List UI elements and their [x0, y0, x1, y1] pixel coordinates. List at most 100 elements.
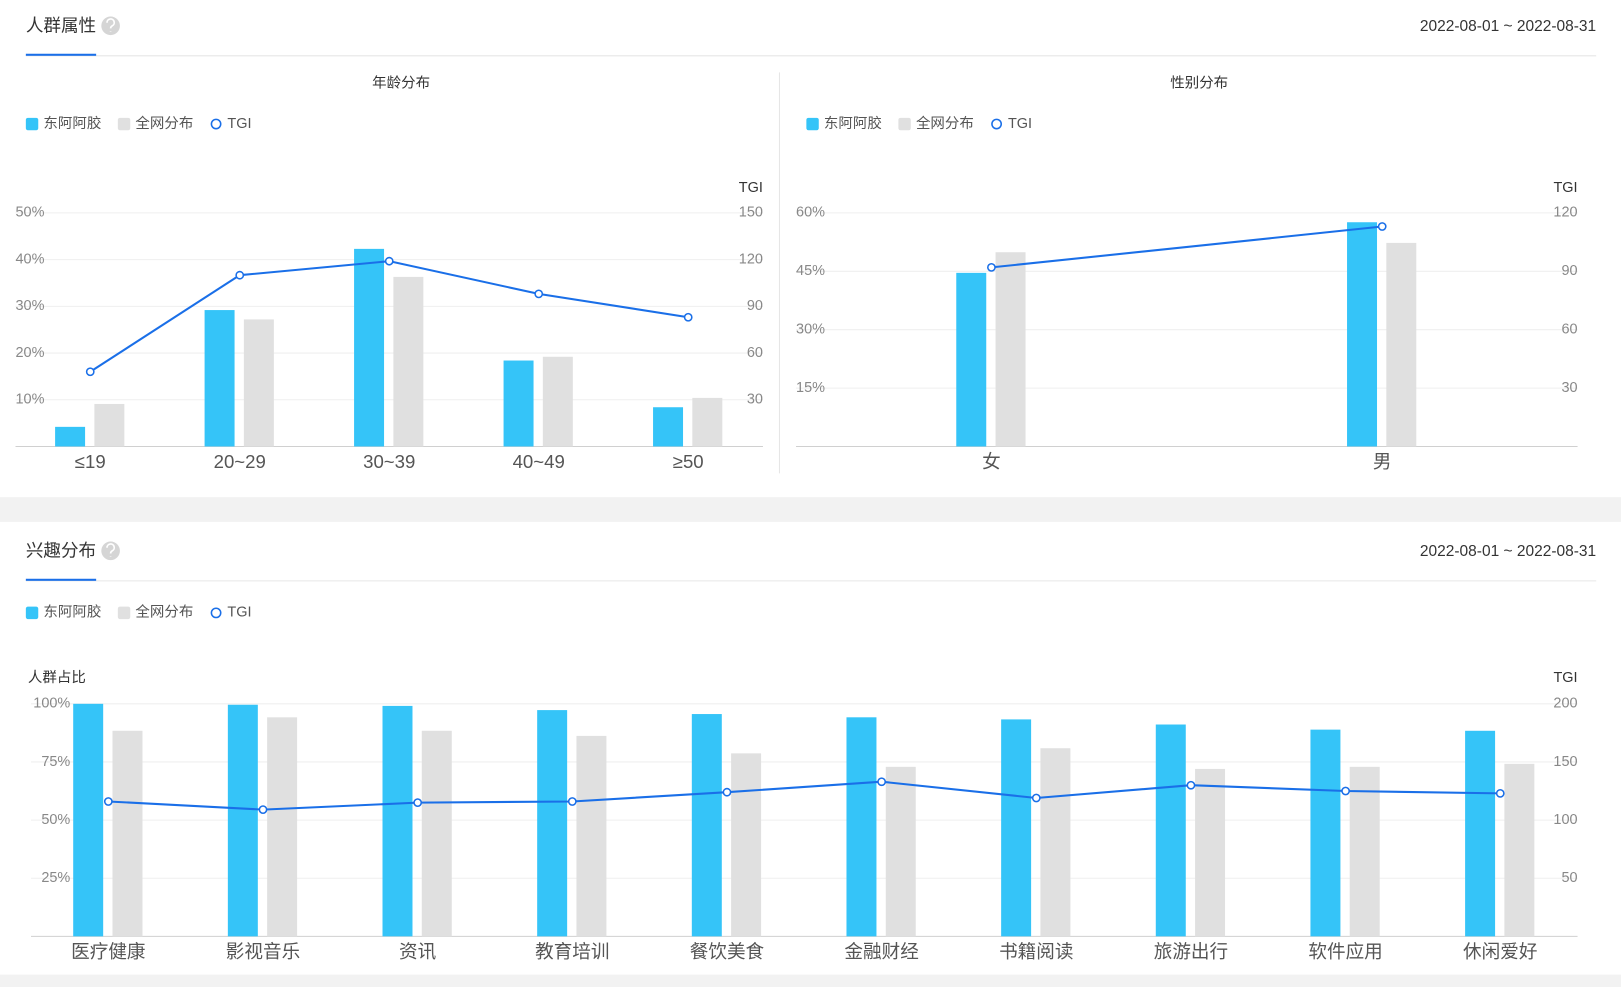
y2-tick-label: 120 — [739, 251, 763, 267]
bar — [227, 704, 258, 937]
y2-axis-label: TGI — [739, 180, 763, 196]
y-tick-label: 50% — [16, 205, 45, 221]
bar — [421, 730, 452, 937]
bar — [691, 714, 722, 937]
tgi-point — [722, 787, 732, 797]
legend-label: 东阿阿胶 — [43, 115, 101, 132]
y-tick-label: 25% — [41, 870, 70, 886]
bar — [354, 248, 385, 447]
bar — [1349, 766, 1380, 937]
y-tick-label: 40% — [16, 251, 45, 267]
bar — [846, 717, 877, 937]
tgi-point — [413, 798, 423, 808]
y2-tick-label: 60 — [1561, 322, 1577, 338]
bar — [204, 310, 235, 447]
bar — [503, 360, 534, 447]
legend-marker — [806, 117, 819, 131]
y-tick-label: 50% — [41, 812, 70, 828]
tgi-point — [1186, 780, 1196, 790]
y2-tick-label: 30 — [747, 392, 763, 408]
tgi-line — [991, 225, 1383, 269]
bar — [1195, 768, 1226, 937]
x-tick-label: 休闲爱好 — [1463, 941, 1537, 962]
bar — [393, 276, 424, 447]
bar — [55, 426, 86, 447]
bar — [542, 356, 573, 447]
bar — [692, 397, 723, 447]
x-tick-label: 资讯 — [399, 941, 436, 962]
y-tick-label: 10% — [16, 392, 45, 408]
bar — [1347, 222, 1378, 447]
bar — [1504, 763, 1535, 937]
y2-tick-label: 30 — [1561, 380, 1577, 396]
tgi-point — [987, 263, 996, 272]
tgi-point — [85, 367, 95, 377]
y2-tick-label: 90 — [747, 298, 763, 314]
date-range: 2022-08-01 ~ 2022-08-31 — [1420, 543, 1596, 560]
tab-underline — [25, 53, 97, 56]
chart-title: 性别分布 — [1170, 75, 1228, 92]
bar — [112, 730, 143, 937]
legend-label: 全网分布 — [135, 114, 193, 132]
tgi-point — [1341, 786, 1350, 796]
legend-marker — [25, 606, 39, 620]
tgi-point — [683, 312, 693, 322]
x-tick-label: 金融财经 — [844, 941, 918, 962]
y2-axis-label: TGI — [1553, 670, 1577, 686]
y-tick-label: 20% — [16, 345, 45, 361]
x-tick-label: 医疗健康 — [71, 941, 145, 962]
legend-label: TGI — [1008, 116, 1032, 132]
y-tick-label: 30% — [796, 322, 825, 338]
bar — [94, 403, 125, 447]
y2-tick-label: 150 — [739, 205, 763, 221]
x-tick-label: 餐饮美食 — [690, 941, 765, 962]
y2-tick-label: 100 — [1553, 812, 1577, 828]
x-tick-label: 影视音乐 — [226, 941, 300, 962]
tgi-point — [103, 797, 113, 806]
y2-tick-label: 200 — [1553, 696, 1577, 712]
tgi-point — [877, 777, 887, 787]
tgi-point — [1377, 222, 1387, 231]
x-tick-label: 30~39 — [363, 451, 415, 472]
help-icon[interactable] — [101, 16, 120, 36]
tgi-point — [1031, 793, 1041, 803]
x-tick-label: ≥50 — [673, 451, 704, 472]
legend-label: 东阿阿胶 — [824, 115, 882, 132]
y-tick-label: 15% — [796, 380, 825, 396]
y-tick-label: 30% — [16, 298, 45, 314]
x-tick-label: 40~49 — [513, 451, 565, 472]
x-tick-label: 20~29 — [214, 451, 266, 472]
tgi-point — [384, 256, 394, 266]
tgi-point — [258, 805, 268, 815]
y2-axis-label: TGI — [1553, 180, 1577, 196]
bar — [653, 407, 684, 447]
legend-marker — [117, 606, 131, 620]
bar — [1386, 242, 1417, 447]
y2-tick-label: 120 — [1553, 205, 1577, 221]
legend-label: 东阿阿胶 — [43, 604, 101, 621]
section-title: 兴趣分布 — [26, 541, 96, 561]
bar — [1001, 719, 1032, 937]
y2-tick-label: 90 — [1561, 263, 1577, 279]
tgi-line — [89, 260, 689, 373]
x-tick-label: 书籍阅读 — [999, 941, 1073, 962]
help-icon[interactable] — [101, 541, 120, 561]
help-glyph — [106, 543, 116, 558]
x-tick-label: ≤19 — [75, 451, 106, 472]
section-gap — [0, 974, 1621, 987]
date-range: 2022-08-01 ~ 2022-08-31 — [1420, 18, 1596, 35]
bar — [576, 735, 607, 937]
tgi-point — [534, 289, 544, 299]
legend-marker — [898, 117, 911, 131]
y-tick-label: 75% — [41, 754, 70, 770]
bar — [1465, 730, 1496, 937]
tgi-line — [108, 780, 1501, 811]
bar — [537, 710, 568, 937]
bar — [1155, 724, 1186, 937]
y2-tick-label: 50 — [1561, 870, 1577, 886]
tgi-point — [567, 797, 577, 806]
bar — [73, 703, 104, 937]
x-tick-label: 教育培训 — [535, 941, 609, 962]
